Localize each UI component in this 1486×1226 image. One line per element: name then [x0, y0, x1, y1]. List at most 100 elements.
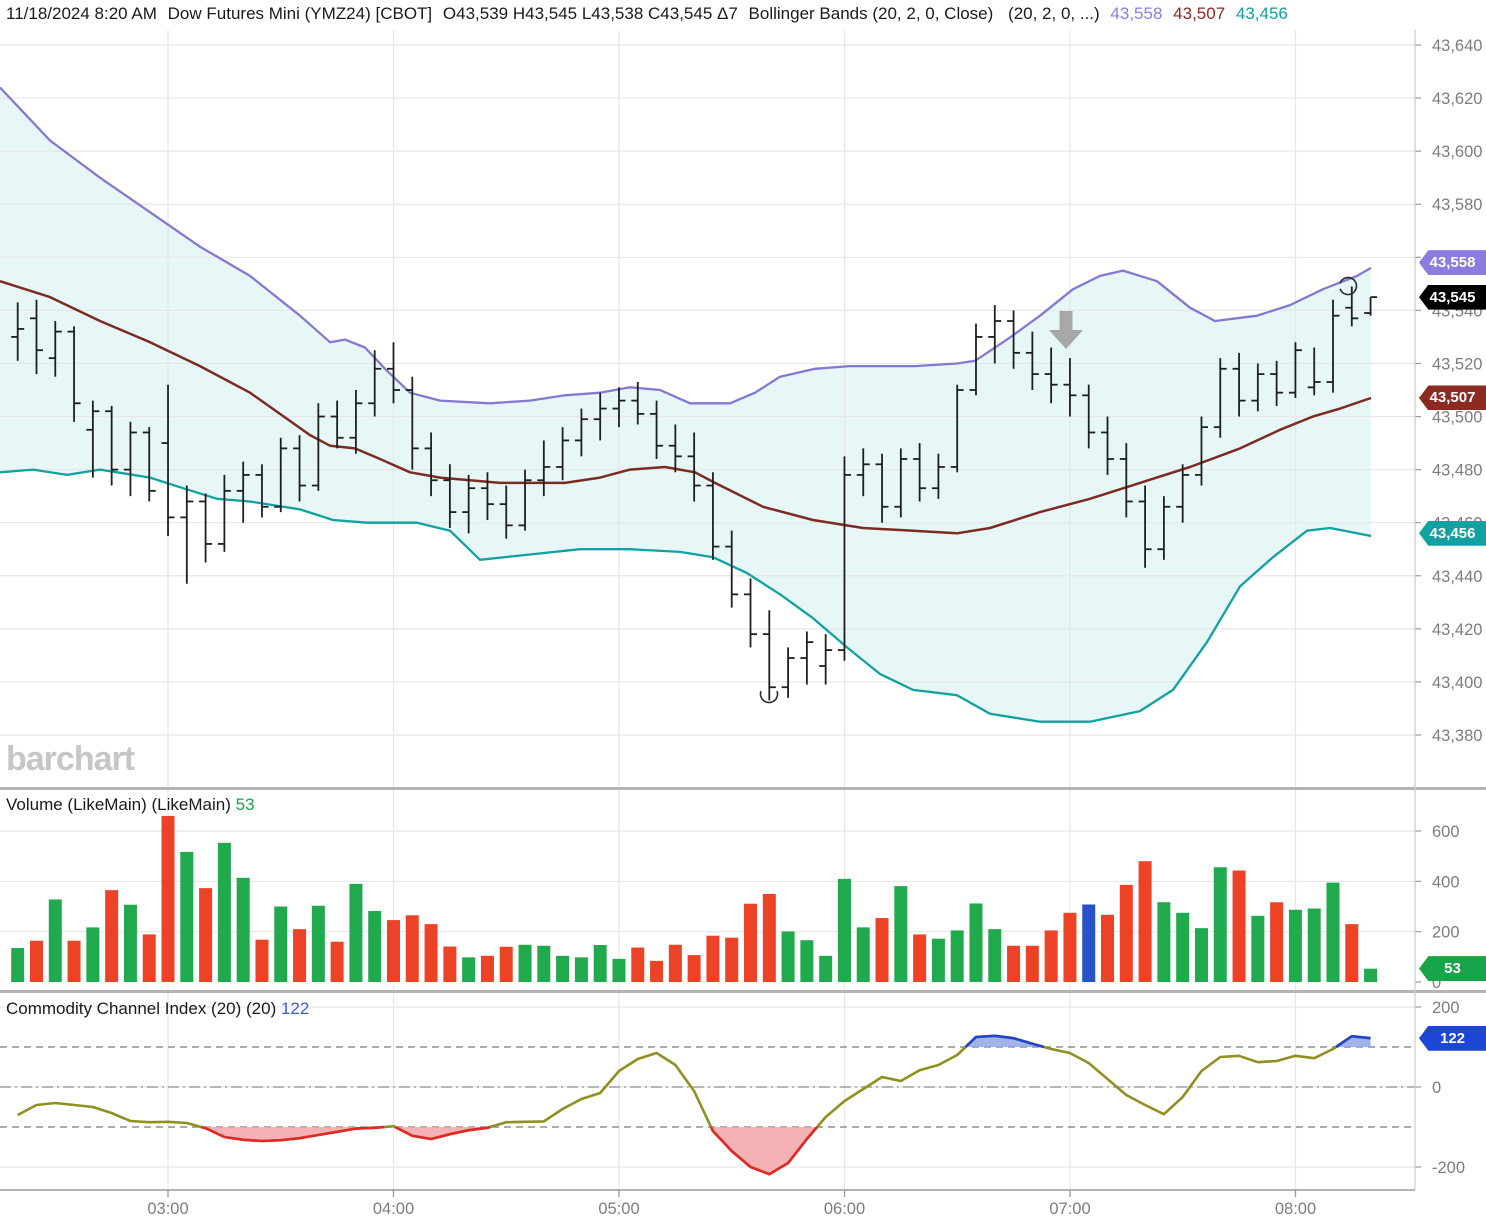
volume-bar [311, 905, 325, 982]
price-volume-separator [0, 787, 1486, 790]
ohlc-bar [574, 408, 588, 457]
volume-bar [1157, 902, 1171, 982]
ohlc-bar [1025, 331, 1039, 391]
volume-bar [142, 934, 156, 982]
badge-cci: 122 [1419, 1025, 1486, 1051]
volume-bar [725, 937, 739, 982]
volume-bar [1213, 867, 1227, 982]
volume-axis-label: 200 [1432, 924, 1460, 942]
volume-bar [894, 886, 908, 982]
volume-bar [1119, 884, 1133, 982]
ohlc-bar [744, 578, 758, 648]
ohlc-bar [781, 647, 795, 698]
ohlc-bar [293, 435, 307, 502]
volume-bar [631, 947, 645, 982]
volume-bar [387, 920, 400, 982]
ohlc-bar [1138, 485, 1152, 568]
ohlc-bar [368, 350, 382, 417]
ohlc-bar [837, 456, 851, 661]
volume-bar [1176, 912, 1190, 982]
price-axis-label: 43,580 [1432, 196, 1482, 214]
header-study-params[interactable]: (20, 2, 0, ...) [1008, 4, 1100, 23]
volume-bar [330, 941, 344, 982]
ohlc-bar [1082, 384, 1096, 449]
ohlc-bar [311, 403, 325, 491]
volume-bar [443, 946, 457, 982]
volume-bar [123, 904, 137, 982]
volume-bar [105, 890, 119, 982]
cci-overbought-fill [1335, 1036, 1371, 1047]
ohlc-bar [48, 321, 62, 377]
volume-bar [931, 938, 945, 982]
volume-bar [293, 929, 307, 982]
cci-line [17, 1034, 1371, 1176]
cci-axis-label: 200 [1432, 999, 1460, 1017]
cci-panel-header: Commodity Channel Index (20) (20) 122 [6, 999, 309, 1019]
header-upper-band-value: 43,558 [1110, 4, 1163, 23]
volume-bar [217, 842, 231, 982]
header-datetime: 11/18/2024 8:20 AM [6, 4, 157, 23]
sell-signal-arrow-down-icon [1049, 311, 1083, 349]
volume-bar [180, 851, 194, 982]
volume-panel-header: Volume (LikeMain) (LikeMain) 53 [6, 795, 255, 815]
bollinger-band-fill [0, 87, 1371, 722]
ohlc-bar [330, 400, 344, 449]
ohlc-bar [969, 323, 983, 396]
volume-bar [1007, 945, 1021, 982]
volume-bar [1063, 912, 1077, 982]
badge-middle-band: 43,507 [1419, 385, 1486, 411]
volume-bar [781, 931, 795, 982]
header-study-label[interactable]: Bollinger Bands (20, 2, 0, Close) [748, 4, 994, 23]
ohlc-bar [480, 472, 494, 521]
volume-bar [668, 944, 682, 982]
volume-bar [236, 877, 250, 982]
ohlc-bar [349, 390, 363, 454]
badge-last-price: 43,545 [1419, 284, 1486, 310]
time-axis-label: 08:00 [1275, 1200, 1316, 1218]
volume-bar [1082, 904, 1096, 982]
cci-line-overbought-segment [1335, 1034, 1371, 1049]
volume-bar [1025, 945, 1039, 982]
ohlc-bar [762, 610, 776, 701]
volume-bar [1288, 909, 1302, 982]
cci-axis-label: -200 [1432, 1159, 1465, 1177]
cci-line-oversold-segment [709, 1126, 819, 1176]
chart-header: 11/18/2024 8:20 AM Dow Futures Mini (YMZ… [6, 4, 1294, 24]
volume-bar [856, 927, 870, 982]
volume-study-label[interactable]: Volume (LikeMain) (LikeMain) [6, 795, 231, 814]
cci-study-label[interactable]: Commodity Channel Index (20) (20) [6, 999, 277, 1018]
ohlc-bar [11, 302, 25, 361]
ohlc-bar [29, 299, 43, 375]
price-axis-label: 43,440 [1432, 568, 1482, 586]
volume-bar [612, 958, 626, 982]
cci-line-overbought-segment [964, 1034, 1045, 1049]
volume-axis-label: 600 [1432, 823, 1460, 841]
ohlc-bar [405, 376, 419, 470]
barchart-watermark-logo: barchart [6, 740, 135, 778]
volume-bar [67, 940, 81, 982]
volume-bar [1232, 870, 1246, 982]
volume-bar [1345, 924, 1359, 982]
volume-bar [405, 915, 419, 982]
ohlc-bar [236, 461, 250, 523]
volume-bar [913, 934, 927, 982]
ohlc-bar [142, 427, 156, 502]
ohlc-bar [593, 392, 607, 441]
volume-bar [988, 929, 1002, 982]
ohlc-bar [518, 469, 532, 531]
badge-volume: 53 [1419, 956, 1486, 982]
ohlc-bar [1232, 352, 1246, 417]
ohlc-bar [1194, 416, 1208, 486]
ohlc-bar [631, 382, 645, 425]
cci-overbought-fill [965, 1035, 1044, 1047]
price-axis-label: 43,640 [1432, 37, 1482, 55]
volume-bar [556, 955, 570, 982]
ohlc-bar [1251, 363, 1265, 412]
volume-bar [161, 815, 175, 982]
badge-lower-band: 43,456 [1419, 520, 1486, 546]
volume-bar [424, 924, 438, 982]
ohlc-bar [387, 342, 400, 404]
volume-cci-separator [0, 990, 1486, 993]
